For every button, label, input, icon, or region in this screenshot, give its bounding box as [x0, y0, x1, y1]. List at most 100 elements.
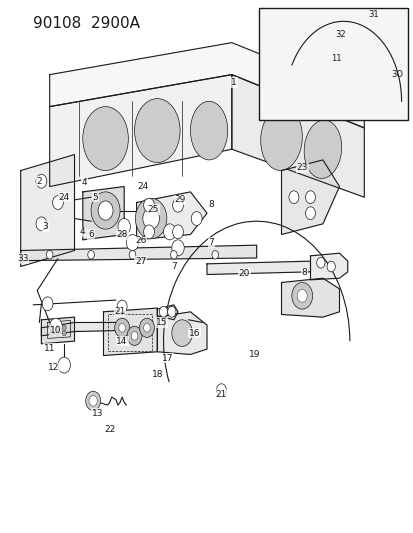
Circle shape [129, 251, 135, 259]
Polygon shape [50, 75, 231, 187]
Circle shape [305, 191, 315, 204]
Text: 24: 24 [137, 182, 148, 191]
Circle shape [191, 212, 202, 225]
Text: 3O: 3O [390, 70, 402, 79]
Circle shape [36, 217, 47, 231]
Circle shape [171, 240, 184, 256]
Text: 16: 16 [188, 329, 200, 337]
Text: 5: 5 [92, 193, 98, 201]
Text: 32: 32 [335, 30, 345, 38]
Circle shape [297, 58, 306, 70]
Circle shape [211, 251, 218, 259]
Text: 15: 15 [155, 318, 167, 327]
Text: 25: 25 [147, 205, 159, 214]
Text: 4: 4 [82, 178, 88, 187]
Circle shape [42, 297, 53, 311]
Circle shape [52, 196, 63, 209]
Circle shape [56, 325, 60, 330]
Circle shape [88, 251, 94, 259]
Circle shape [288, 191, 298, 204]
Text: 18: 18 [151, 370, 163, 378]
Circle shape [305, 207, 315, 220]
Text: 3: 3 [43, 222, 48, 231]
Polygon shape [231, 75, 363, 197]
Circle shape [46, 251, 53, 259]
Text: 22: 22 [104, 425, 115, 433]
Circle shape [119, 324, 125, 332]
Polygon shape [41, 322, 124, 336]
Text: 20: 20 [238, 269, 249, 278]
Text: 4: 4 [80, 228, 85, 236]
Text: 6: 6 [88, 230, 94, 239]
Circle shape [170, 251, 177, 259]
Circle shape [91, 192, 120, 229]
Text: 8: 8 [301, 269, 306, 277]
Ellipse shape [83, 107, 128, 171]
Circle shape [89, 395, 97, 406]
Text: 26: 26 [135, 237, 146, 245]
Text: 7: 7 [208, 238, 214, 247]
Circle shape [291, 282, 312, 309]
Circle shape [62, 325, 66, 330]
Circle shape [143, 324, 150, 332]
Text: 10: 10 [50, 326, 62, 335]
Text: 21: 21 [114, 308, 126, 316]
Circle shape [163, 224, 176, 240]
Text: 7: 7 [171, 262, 176, 271]
Polygon shape [281, 48, 318, 85]
Text: 29: 29 [174, 196, 185, 204]
Text: 13: 13 [91, 409, 103, 417]
Circle shape [127, 326, 142, 345]
Text: 11: 11 [44, 344, 55, 352]
Circle shape [50, 318, 62, 334]
Text: 90108  2900A: 90108 2900A [33, 16, 140, 31]
Polygon shape [157, 305, 178, 320]
Polygon shape [50, 43, 363, 128]
Circle shape [143, 198, 154, 212]
Text: 23: 23 [296, 164, 307, 172]
Circle shape [117, 300, 127, 313]
Circle shape [172, 198, 183, 212]
Text: 27: 27 [135, 257, 146, 265]
Circle shape [135, 198, 166, 239]
Circle shape [50, 325, 54, 330]
Text: 19: 19 [248, 350, 260, 359]
Text: 21: 21 [215, 390, 227, 399]
Circle shape [131, 332, 138, 340]
Text: 8: 8 [208, 200, 214, 208]
Circle shape [171, 320, 192, 346]
FancyBboxPatch shape [258, 8, 407, 120]
Circle shape [139, 318, 154, 337]
Polygon shape [83, 187, 124, 240]
Circle shape [172, 225, 183, 239]
Text: 12: 12 [48, 364, 59, 372]
Circle shape [316, 257, 324, 268]
Text: 2: 2 [36, 177, 42, 185]
Ellipse shape [190, 101, 227, 160]
Text: 33: 33 [17, 254, 28, 263]
Polygon shape [310, 253, 347, 280]
Text: 14: 14 [116, 337, 128, 345]
Polygon shape [136, 192, 206, 240]
Circle shape [126, 235, 138, 251]
Polygon shape [281, 278, 339, 317]
Text: 11: 11 [330, 54, 341, 63]
Circle shape [297, 289, 306, 302]
Circle shape [58, 357, 70, 373]
Polygon shape [103, 308, 157, 356]
Circle shape [85, 391, 100, 410]
Circle shape [118, 219, 130, 235]
Circle shape [62, 330, 66, 336]
Circle shape [98, 201, 113, 220]
Polygon shape [21, 245, 256, 261]
Polygon shape [157, 312, 206, 354]
Text: 1: 1 [230, 78, 236, 87]
Circle shape [326, 261, 335, 272]
Ellipse shape [304, 120, 341, 179]
Circle shape [216, 384, 226, 397]
Circle shape [56, 330, 60, 336]
Circle shape [142, 208, 159, 229]
Polygon shape [206, 261, 310, 274]
Circle shape [114, 318, 129, 337]
Circle shape [143, 225, 154, 239]
